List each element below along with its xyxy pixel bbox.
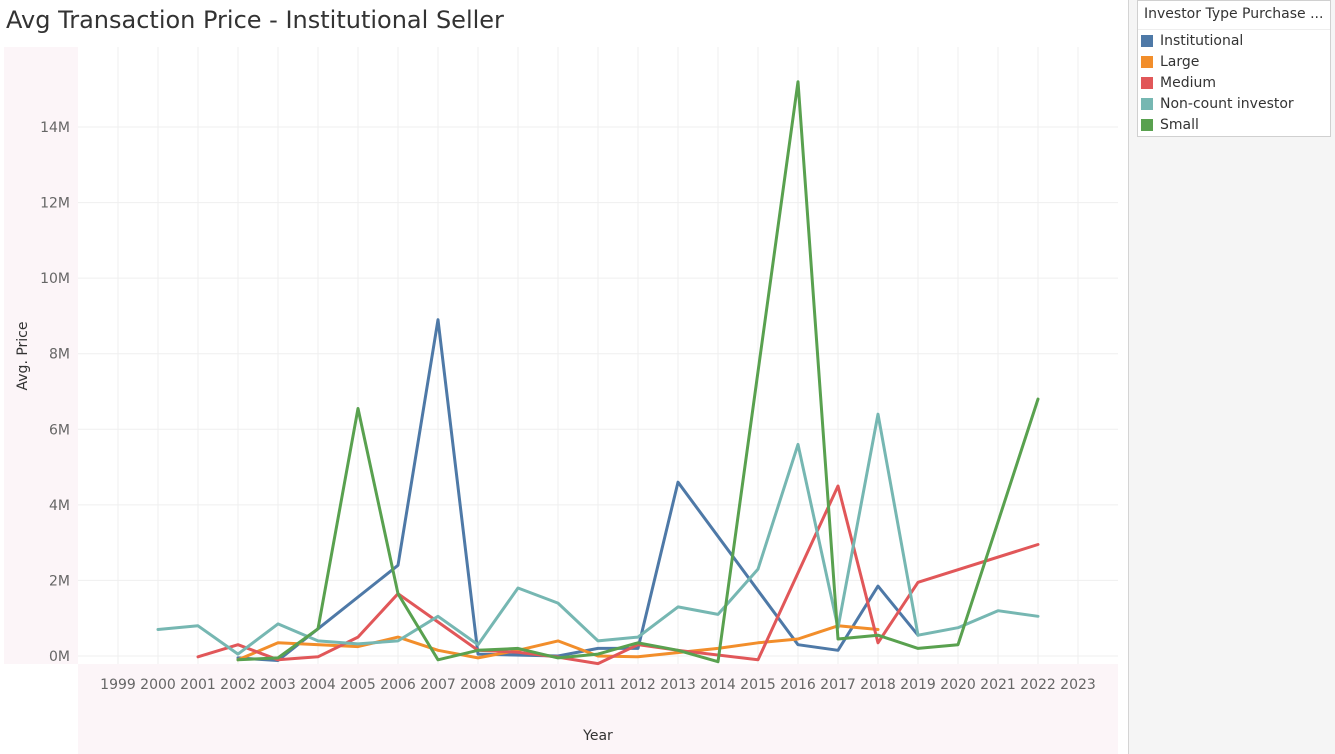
x-tick-label: 2008	[460, 677, 496, 693]
y-axis-title: Avg. Price	[15, 322, 31, 391]
legend-swatch	[1141, 56, 1153, 68]
legend-label: Institutional	[1160, 33, 1243, 49]
line-chart: 0M 2M 4M 6M 8M 10M 12M 14M 1999 2000 2001 2002 2003…	[0, 0, 1128, 754]
legend-label: Non-count investor	[1160, 96, 1294, 112]
x-tick-label: 2007	[420, 677, 456, 693]
legend-item-non-count-investor[interactable]: Non-count investor	[1138, 93, 1330, 114]
legend-swatch	[1141, 119, 1153, 131]
x-axis-title: Year	[582, 728, 613, 744]
x-tick-label: 2012	[620, 677, 656, 693]
x-tick-label: 2009	[500, 677, 536, 693]
y-tick-label: 6M	[49, 422, 70, 438]
legend-swatch	[1141, 77, 1153, 89]
y-tick-label: 12M	[40, 196, 70, 212]
legend-item-small[interactable]: Small	[1138, 114, 1330, 135]
x-tick-label: 2013	[660, 677, 696, 693]
x-tick-label: 2011	[580, 677, 616, 693]
legend-label: Large	[1160, 54, 1199, 70]
legend-title[interactable]: Investor Type Purchase ...	[1138, 1, 1330, 30]
legend-item-medium[interactable]: Medium	[1138, 72, 1330, 93]
x-tick-label: 2017	[820, 677, 856, 693]
legend-panel: Investor Type Purchase ... Institutional…	[1128, 0, 1335, 754]
y-tick-label: 2M	[49, 573, 70, 589]
legend-swatch	[1141, 98, 1153, 110]
y-tick-label: 0M	[49, 649, 70, 665]
x-tick-label: 2018	[860, 677, 896, 693]
x-tick-label: 1999	[100, 677, 136, 693]
x-tick-label: 2019	[900, 677, 936, 693]
x-tick-label: 2003	[260, 677, 296, 693]
legend-items: Institutional Large Medium Non-count invest…	[1138, 30, 1330, 135]
x-tick-label: 2021	[980, 677, 1016, 693]
x-tick-label: 2004	[300, 677, 336, 693]
x-tick-label: 2005	[340, 677, 376, 693]
x-tick-label: 2014	[700, 677, 736, 693]
x-axis-ticks: 1999 2000 2001 2002 2003 2004 2005 2006 2007 2008…	[100, 677, 1096, 693]
x-tick-label: 2001	[180, 677, 216, 693]
legend-label: Medium	[1160, 75, 1216, 91]
legend-swatch	[1141, 35, 1153, 47]
x-tick-label: 2006	[380, 677, 416, 693]
x-tick-label: 2022	[1020, 677, 1056, 693]
legend-item-large[interactable]: Large	[1138, 51, 1330, 72]
x-tick-label: 2010	[540, 677, 576, 693]
y-tick-label: 14M	[40, 120, 70, 136]
x-tick-label: 2015	[740, 677, 776, 693]
x-tick-label: 2016	[780, 677, 816, 693]
legend: Investor Type Purchase ... Institutional…	[1137, 0, 1331, 137]
x-tick-label: 2000	[140, 677, 176, 693]
x-tick-label: 2023	[1060, 677, 1096, 693]
x-tick-label: 2002	[220, 677, 256, 693]
y-tick-label: 4M	[49, 498, 70, 514]
y-tick-label: 8M	[49, 347, 70, 363]
legend-item-institutional[interactable]: Institutional	[1138, 30, 1330, 51]
x-tick-label: 2020	[940, 677, 976, 693]
legend-label: Small	[1160, 117, 1199, 133]
y-tick-label: 10M	[40, 271, 70, 287]
